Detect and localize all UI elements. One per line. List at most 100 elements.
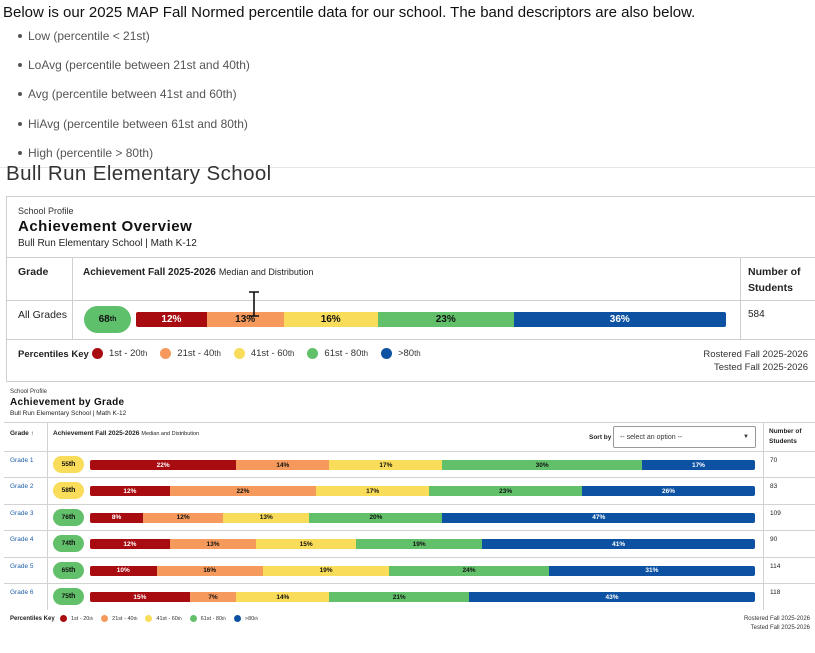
grade-link[interactable]: Grade 2: [10, 483, 34, 491]
student-count: 90: [770, 536, 778, 544]
distribution-segment-loavg[interactable]: 13%: [206, 312, 284, 327]
distribution-segment-loavg[interactable]: 13%: [169, 539, 257, 550]
student-count: 83: [770, 483, 778, 491]
grade-link[interactable]: Grade 1: [10, 457, 34, 464]
distribution-segment-avg[interactable]: 16%: [283, 312, 378, 327]
distribution-segment-hiavg[interactable]: 23%: [377, 312, 514, 327]
distribution-segment-avg[interactable]: 15%: [256, 539, 356, 550]
grade-column-header: Grade: [18, 266, 49, 278]
sort-select[interactable]: -- select an option -- ▼: [613, 426, 756, 448]
distribution-segment-hiavg[interactable]: 30%: [442, 460, 642, 470]
all-grades-label: All Grades: [18, 309, 68, 321]
distribution-bar[interactable]: 22% 14% 17% 30% 17%: [90, 460, 755, 470]
band-descriptor-item: LoAvg (percentile between 21st and 40th): [18, 58, 250, 87]
distribution-segment-high[interactable]: 41%: [482, 539, 755, 550]
grade-header-label: Grade: [10, 430, 29, 437]
distribution-segment-loavg[interactable]: 22%: [169, 486, 317, 497]
achievement-by-grade-card: School Profile Achievement by Grade Bull…: [4, 384, 815, 631]
distribution-segment-avg[interactable]: 13%: [223, 512, 310, 523]
column-divider: [740, 258, 741, 340]
median-suffix: th: [68, 566, 76, 574]
key-label: 1st - 20: [71, 615, 90, 622]
distribution-segment-low[interactable]: 12%: [90, 539, 170, 550]
key-label: 21st - 40: [112, 615, 134, 622]
distribution-segment-high[interactable]: 31%: [548, 565, 755, 576]
distribution-segment-hiavg[interactable]: 24%: [389, 565, 549, 576]
key-dot-icon: [160, 348, 172, 359]
distribution-segment-high[interactable]: 26%: [582, 486, 755, 497]
grade-column-header[interactable]: Grade ↑: [10, 430, 34, 437]
distribution-bar[interactable]: 8% 12% 13% 20% 47%: [90, 512, 755, 523]
student-count: 70: [770, 457, 778, 464]
distribution-segment-avg[interactable]: 14%: [236, 592, 330, 602]
distribution-bar[interactable]: 10% 16% 19% 24% 31%: [90, 565, 755, 576]
distribution-bar[interactable]: 12% 13% 15% 19% 41%: [90, 539, 755, 550]
sort-ascending-icon: ↑: [30, 430, 34, 437]
distribution-segment-loavg[interactable]: 16%: [156, 565, 263, 576]
achievement-column-subtitle: Median and Distribution: [218, 267, 314, 277]
bullet-icon: [18, 150, 22, 155]
tested-label: Tested Fall 2025-2026: [713, 362, 808, 373]
achievement-by-grade-title: Achievement by Grade: [10, 397, 125, 408]
bullet-icon: [18, 92, 22, 97]
distribution-segment-avg[interactable]: 17%: [329, 460, 443, 470]
distribution-bar[interactable]: 15% 7% 14% 21% 43%: [90, 592, 755, 602]
distribution-segment-loavg[interactable]: 14%: [236, 460, 330, 470]
grade-link[interactable]: Grade 4: [10, 536, 34, 544]
school-profile-label: School Profile: [10, 389, 48, 395]
distribution-bar[interactable]: 12% 13% 16% 23% 36%: [136, 312, 726, 327]
distribution-bar[interactable]: 12% 22% 17% 23% 26%: [90, 486, 755, 497]
distribution-segment-high[interactable]: 17%: [641, 460, 755, 470]
distribution-segment-loavg[interactable]: 7%: [189, 592, 237, 602]
distribution-segment-high[interactable]: 47%: [442, 512, 755, 523]
distribution-segment-hiavg[interactable]: 23%: [429, 486, 583, 497]
grade-link[interactable]: Grade 3: [10, 509, 34, 517]
key-label: 41st - 60: [250, 348, 288, 359]
distribution-segment-low[interactable]: 15%: [90, 592, 190, 602]
student-count: 114: [770, 562, 781, 570]
bullet-icon: [18, 34, 22, 38]
band-descriptor-text: HiAvg (percentile between 61st and 80th): [28, 116, 248, 131]
distribution-segment-low[interactable]: 10%: [90, 565, 157, 576]
key-item-high: >80 th: [380, 348, 421, 359]
chevron-down-icon: ▼: [743, 434, 749, 440]
band-descriptor-text: Avg (percentile between 41st and 60th): [28, 87, 237, 102]
distribution-segment-high[interactable]: 36%: [513, 312, 726, 327]
distribution-segment-low[interactable]: 8%: [90, 512, 144, 523]
distribution-segment-hiavg[interactable]: 21%: [329, 592, 470, 602]
roster-info: Rostered Fall 2025-2026 Tested Fall 2025…: [744, 615, 810, 633]
distribution-segment-high[interactable]: 43%: [469, 592, 755, 602]
band-descriptor-item: High (percentile > 80th): [18, 146, 250, 175]
distribution-segment-hiavg[interactable]: 19%: [356, 539, 483, 550]
distribution-segment-avg[interactable]: 19%: [262, 565, 390, 576]
median-value: 76: [61, 513, 69, 521]
key-suffix: th: [287, 349, 295, 358]
distribution-segment-loavg[interactable]: 12%: [143, 512, 223, 523]
key-suffix: th: [414, 349, 421, 358]
key-dot-icon: [101, 615, 109, 622]
tested-label: Tested Fall 2025-2026: [750, 625, 810, 631]
student-count: 584: [748, 309, 765, 320]
percentiles-key-label: Percentiles Key: [18, 349, 89, 360]
by-grade-subtitle: Bull Run Elementary School | Math K-12: [10, 410, 127, 417]
key-dot-icon: [233, 615, 241, 622]
distribution-segment-low[interactable]: 12%: [136, 312, 207, 327]
median-suffix: th: [68, 593, 76, 600]
students-column-header: Number of Students: [769, 428, 802, 445]
achievement-column-title: Achievement Fall 2025-2026: [83, 267, 216, 278]
distribution-segment-low[interactable]: 12%: [90, 486, 170, 497]
distribution-segment-hiavg[interactable]: 20%: [309, 512, 443, 523]
key-label: 21st - 40: [177, 348, 215, 359]
distribution-segment-avg[interactable]: 17%: [316, 486, 430, 497]
grade-link[interactable]: Grade 6: [10, 589, 34, 596]
grade-link[interactable]: Grade 5: [10, 562, 34, 570]
distribution-segment-low[interactable]: 22%: [90, 460, 237, 470]
